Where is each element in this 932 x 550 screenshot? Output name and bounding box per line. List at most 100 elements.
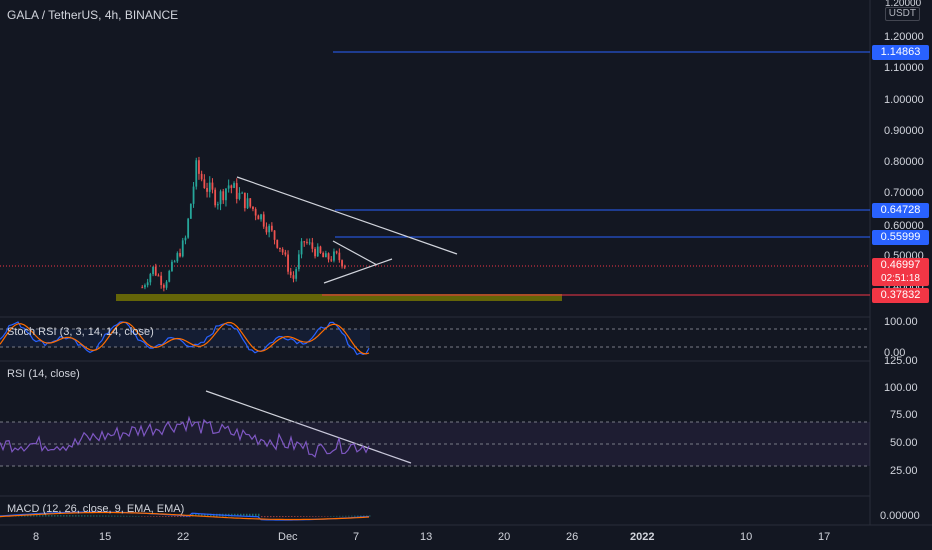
macd-bar [183,516,185,518]
candle-body [230,185,233,188]
candle-body [176,253,179,262]
rsi-tick: 100.00 [884,382,918,394]
candle-body [211,182,214,190]
macd-bar [111,515,113,517]
candle-body [252,206,254,210]
candle-body [306,241,308,243]
macd-bar [300,516,302,517]
price-tick: 0.60000 [884,220,924,232]
macd-bar [333,515,335,517]
macd-bar [135,515,137,517]
candle-body [292,275,295,279]
macd-bar [267,516,269,518]
trendlines[interactable] [205,176,458,464]
rsi-trendline [205,390,412,464]
macd-bar [72,515,74,517]
candle-body [268,225,271,233]
candle-body [335,251,338,253]
candle-body [173,261,176,263]
macd-bar [288,516,290,517]
macd-bar [243,513,245,517]
macd-bar [363,515,365,517]
candle-body [330,259,333,261]
candle-body [249,198,252,207]
price-tick: 0.70000 [884,187,924,199]
stoch-rsi-title[interactable]: Stoch RSI (3, 3, 14, 14, close) [7,326,154,338]
candle-body [227,185,230,189]
candle-body [243,192,246,209]
macd-bar [171,516,173,517]
level-tag-2[interactable]: 0.64728 [872,203,929,218]
macd-bar [69,515,71,517]
candle-body [281,249,284,253]
level-tag-1[interactable]: 1.14863 [872,45,929,60]
macd-title[interactable]: MACD (12, 26, close, 9, EMA, EMA) [7,503,185,515]
macd-bar [33,515,35,517]
macd-bar [174,516,176,517]
time-tick: 2022 [630,531,655,543]
triangle-upper [332,240,378,266]
candle-body [338,252,341,261]
time-tick: Dec [278,531,298,543]
candle-body [246,198,249,209]
candle-body [144,285,146,288]
candle-body [297,254,300,270]
macd-bar [141,516,143,517]
symbol-title[interactable]: GALA / TetherUS, 4h, BINANCE [7,8,179,22]
macd-bar [360,515,362,517]
macd-bar [294,516,296,517]
candles [141,156,346,292]
candle-body [192,186,195,204]
macd-bar [306,516,308,517]
candle-body [214,189,217,206]
macd-bar [117,515,119,517]
candle-body [208,182,211,192]
support-zone[interactable] [116,294,562,301]
macd-bar [84,515,86,517]
last-price-value: 0.46997 [880,259,921,271]
macd-bar [45,515,47,517]
macd-bar [195,513,197,517]
candle-body [260,214,262,220]
rsi-title[interactable]: RSI (14, close) [7,368,80,380]
candle-body [327,253,330,260]
macd-bar [123,515,125,517]
macd-bar [342,515,344,517]
rsi-tick: 125.00 [884,355,918,367]
macd-bar [153,516,155,517]
time-tick: 7 [353,531,360,543]
macd-bar [312,516,314,517]
macd-bar [276,516,278,518]
macd-tick: 0.00000 [880,510,920,522]
macd-bar [165,516,167,517]
macd-bar [87,515,89,517]
candle-body [311,242,314,249]
stoch-tick: 100.00 [884,316,918,328]
candle-body [189,203,192,219]
macd-bar [318,516,320,517]
triangle-lower [323,258,393,284]
last-price-tag[interactable]: 0.46997 02:51:18 [872,258,929,286]
candle-body [270,225,273,231]
macd-bar [210,513,212,517]
candle-body [314,248,316,257]
level-tag-4[interactable]: 0.37832 [872,288,929,303]
macd-bar [99,515,101,517]
macd-bar [30,515,32,517]
macd-bar [282,516,284,518]
currency-badge[interactable]: USDT [884,7,920,21]
price-tick-top-partial: 1.20000 [885,0,922,9]
macd-bar [156,516,158,517]
candle-body [184,237,187,241]
level-tag-3[interactable]: 0.55999 [872,230,929,245]
rsi-tick: 50.00 [890,437,918,449]
macd-bar [159,516,161,517]
candle-body [295,269,298,279]
horizontal-levels[interactable] [0,51,870,296]
macd-bar [351,515,353,517]
macd-bar [246,513,248,517]
candle-body [241,192,244,194]
time-tick: 8 [33,531,40,543]
macd-bar [93,515,95,517]
